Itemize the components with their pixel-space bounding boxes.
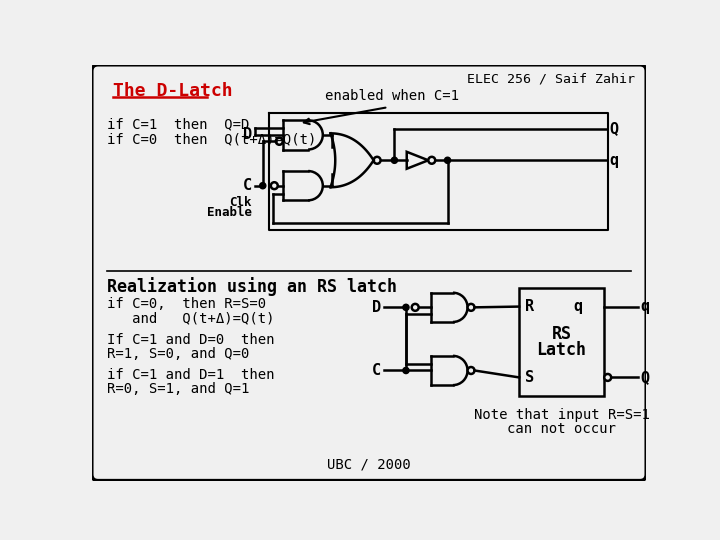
Text: Q: Q [641,370,650,385]
Text: Latch: Latch [536,341,587,359]
Text: if C=1 and D=1  then: if C=1 and D=1 then [107,368,275,382]
Text: q: q [609,153,618,168]
Text: S: S [526,370,534,385]
Circle shape [403,304,409,310]
Text: if C=0,  then R=S=0: if C=0, then R=S=0 [107,298,266,312]
Text: The D-Latch: The D-Latch [113,82,233,100]
Text: R=1, S=0, and Q=0: R=1, S=0, and Q=0 [107,347,250,361]
Text: ELEC 256 / Saif Zahir: ELEC 256 / Saif Zahir [467,72,636,85]
Circle shape [444,157,451,164]
Text: can not occur: can not occur [507,422,616,436]
Text: C: C [372,363,382,378]
Circle shape [467,367,474,374]
Circle shape [276,138,283,145]
Text: if C=0  then  Q(t+Δ)=Q(t): if C=0 then Q(t+Δ)=Q(t) [107,132,317,146]
Text: D: D [372,300,382,315]
Circle shape [412,304,418,311]
Text: UBC / 2000: UBC / 2000 [327,457,411,471]
Text: and   Q(t+Δ)=Q(t): and Q(t+Δ)=Q(t) [107,311,275,325]
Text: Q: Q [609,121,618,136]
Circle shape [392,157,397,164]
Circle shape [604,374,611,381]
Text: Clk: Clk [230,197,252,210]
Text: C: C [243,178,252,193]
Text: Note that input R=S=1: Note that input R=S=1 [474,408,649,422]
Text: RS: RS [552,325,572,343]
Circle shape [374,157,381,164]
Bar [519,288,604,396]
Circle shape [271,182,278,189]
Text: If C=1 and D=0  then: If C=1 and D=0 then [107,333,275,347]
Circle shape [260,183,266,189]
Circle shape [467,304,474,311]
Text: q: q [573,299,582,314]
Text: q: q [641,299,650,314]
FancyBboxPatch shape [92,65,647,481]
Text: Enable: Enable [207,206,252,219]
Circle shape [428,157,435,164]
Circle shape [403,367,409,374]
Text: enabled when C=1: enabled when C=1 [325,89,459,103]
Text: if C=1  then  Q=D: if C=1 then Q=D [107,117,250,131]
Text: R=0, S=1, and Q=1: R=0, S=1, and Q=1 [107,382,250,396]
Text: R: R [526,299,534,314]
Text: Realization using an RS latch: Realization using an RS latch [107,276,397,295]
Text: D: D [243,127,252,143]
